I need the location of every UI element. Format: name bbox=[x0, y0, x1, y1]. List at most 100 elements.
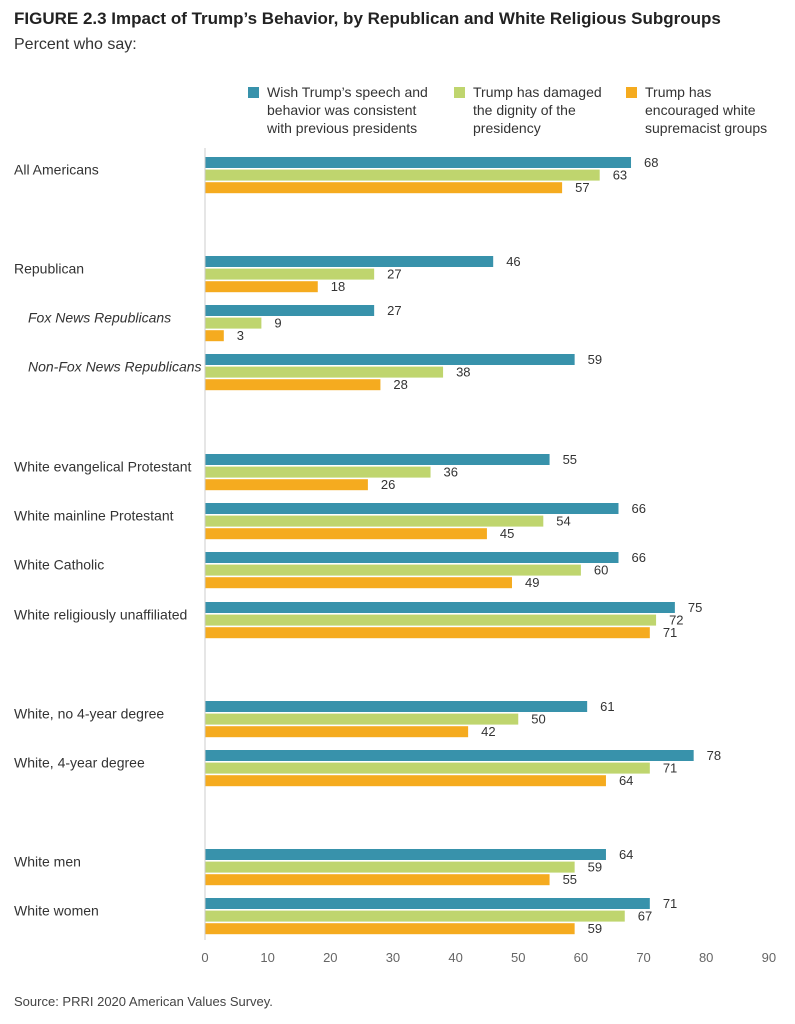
bar bbox=[205, 923, 575, 935]
bar bbox=[205, 713, 519, 725]
bar bbox=[205, 157, 632, 168]
bar bbox=[205, 552, 619, 563]
bar-value-label: 59 bbox=[588, 860, 602, 875]
bar bbox=[205, 454, 550, 465]
bar bbox=[205, 366, 444, 378]
x-tick-label: 50 bbox=[511, 950, 525, 965]
x-axis-tick-labels: 0 10 20 30 40 50 60 70 80 90 bbox=[201, 950, 776, 965]
chart-legend: Wish Trump’s speech and behavior was cons… bbox=[248, 84, 767, 136]
bar bbox=[205, 898, 650, 909]
bar bbox=[205, 256, 494, 267]
bar bbox=[205, 503, 619, 514]
bar bbox=[205, 577, 512, 589]
category-label: Republican bbox=[14, 261, 84, 277]
bar bbox=[205, 305, 375, 316]
bar-value-label: 71 bbox=[663, 896, 677, 911]
bar bbox=[205, 281, 318, 293]
bar-value-label: 55 bbox=[563, 452, 577, 467]
bar bbox=[205, 874, 550, 886]
bar-value-label: 28 bbox=[393, 377, 407, 392]
legend-label-1: Wish Trump’s speech and bbox=[267, 84, 428, 100]
bar bbox=[205, 268, 375, 280]
x-tick-label: 40 bbox=[448, 950, 462, 965]
bar-value-label: 64 bbox=[619, 847, 633, 862]
bar-value-label: 27 bbox=[387, 303, 401, 318]
bar-value-label: 26 bbox=[381, 477, 395, 492]
bar bbox=[205, 515, 544, 527]
bar bbox=[205, 528, 487, 540]
category-label: White, 4-year degree bbox=[14, 755, 145, 771]
legend-label-3: supremacist groups bbox=[645, 120, 767, 136]
bar-value-label: 59 bbox=[588, 352, 602, 367]
category-label: Fox News Republicans bbox=[28, 310, 171, 326]
bar-value-label: 57 bbox=[575, 180, 589, 195]
bar-value-label: 60 bbox=[594, 563, 608, 578]
bar-value-label: 75 bbox=[688, 600, 702, 615]
bar-value-label: 59 bbox=[588, 921, 602, 936]
bar-value-label: 42 bbox=[481, 724, 495, 739]
bar-value-label: 54 bbox=[556, 514, 570, 529]
bar bbox=[205, 627, 650, 639]
bar bbox=[205, 479, 368, 491]
bar bbox=[205, 182, 563, 194]
bar bbox=[205, 614, 657, 626]
x-tick-label: 70 bbox=[636, 950, 650, 965]
legend-swatch-1 bbox=[248, 87, 259, 98]
bar bbox=[205, 466, 431, 478]
category-label: All Americans bbox=[14, 162, 99, 178]
bar-value-label: 72 bbox=[669, 613, 683, 628]
x-tick-label: 90 bbox=[762, 950, 776, 965]
bar bbox=[205, 602, 675, 613]
figure-subtitle: Percent who say: bbox=[14, 36, 137, 53]
x-tick-label: 20 bbox=[323, 950, 337, 965]
bar-value-label: 45 bbox=[500, 526, 514, 541]
bar bbox=[205, 564, 581, 576]
category-label: White Catholic bbox=[14, 557, 104, 573]
bar-value-label: 3 bbox=[237, 328, 244, 343]
source-note: Source: PRRI 2020 American Values Survey… bbox=[14, 994, 273, 1009]
bar-value-label: 38 bbox=[456, 365, 470, 380]
bar-value-label: 50 bbox=[531, 712, 545, 727]
bar bbox=[205, 775, 606, 787]
legend-label-2: the dignity of the bbox=[473, 102, 576, 118]
category-label: White evangelical Protestant bbox=[14, 459, 192, 475]
bar-series bbox=[205, 157, 694, 935]
bar-value-label: 68 bbox=[644, 155, 658, 170]
category-label: White women bbox=[14, 903, 99, 919]
bar bbox=[205, 910, 625, 922]
bar-value-label: 71 bbox=[663, 625, 677, 640]
legend-label-3: encouraged white bbox=[645, 102, 756, 118]
figure-title: FIGURE 2.3 Impact of Trump’s Behavior, b… bbox=[14, 9, 721, 28]
bar bbox=[205, 726, 469, 738]
bar-value-label: 67 bbox=[638, 909, 652, 924]
bar-value-label: 64 bbox=[619, 773, 633, 788]
bar-value-label: 9 bbox=[274, 316, 281, 331]
x-tick-label: 10 bbox=[260, 950, 274, 965]
category-label: White men bbox=[14, 854, 81, 870]
bar-value-label: 18 bbox=[331, 279, 345, 294]
bar-value-label: 63 bbox=[613, 168, 627, 183]
bar bbox=[205, 861, 575, 873]
bar-value-label: 49 bbox=[525, 575, 539, 590]
bar-value-label: 78 bbox=[707, 748, 721, 763]
legend-swatch-3 bbox=[626, 87, 637, 98]
legend-label-1: behavior was consistent bbox=[267, 102, 417, 118]
category-label: White, no 4-year degree bbox=[14, 706, 164, 722]
legend-label-2: Trump has damaged bbox=[473, 84, 602, 100]
bar-value-label: 66 bbox=[631, 550, 645, 565]
legend-label-2: presidency bbox=[473, 120, 541, 136]
bar-value-label: 27 bbox=[387, 267, 401, 282]
bar-value-label: 36 bbox=[444, 465, 458, 480]
category-labels: All Americans Republican Fox News Republic… bbox=[14, 162, 202, 919]
bar bbox=[205, 317, 262, 329]
category-label: White mainline Protestant bbox=[14, 508, 174, 524]
x-tick-label: 30 bbox=[386, 950, 400, 965]
bar-value-label: 55 bbox=[563, 872, 577, 887]
bar bbox=[205, 762, 650, 774]
bar-value-label: 61 bbox=[600, 699, 614, 714]
bar bbox=[205, 701, 588, 712]
bar-value-label: 46 bbox=[506, 254, 520, 269]
bar-value-label: 71 bbox=[663, 761, 677, 776]
value-labels: 68 63 57 46 27 18 27 9 3 59 38 28 55 36 26 66 54 45 66 60 49… bbox=[237, 155, 721, 936]
bar bbox=[205, 849, 606, 860]
